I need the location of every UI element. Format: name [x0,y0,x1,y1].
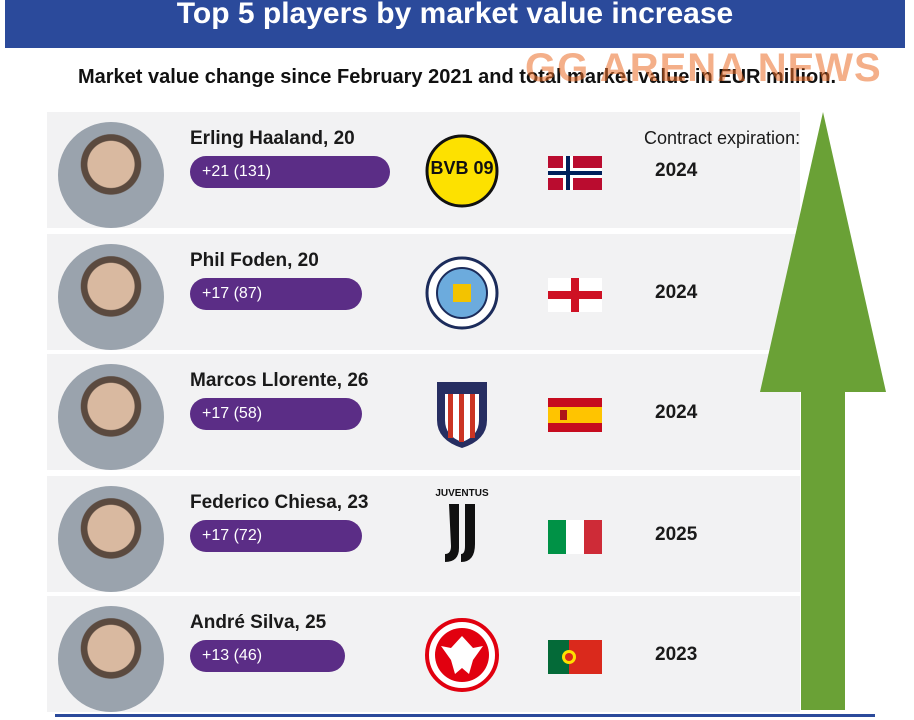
club-logo [425,618,499,692]
value-change: +21 (131) [190,156,390,188]
player-name: Federico Chiesa, 23 [190,492,369,513]
club-text: BVB 09 [430,158,493,178]
subtitle: Market value change since February 2021 … [77,66,837,88]
player-photo [58,606,164,712]
club-logo: BVB 09 [425,134,499,208]
player-card: Federico Chiesa, 23 +17 (72) JUVENTUS 2025 [47,476,800,592]
club-logo [425,376,499,450]
value-change: +17 (87) [190,278,362,310]
player-card: André Silva, 25 +13 (46) 2023 [47,596,800,712]
header: Top 5 players by market value increase [5,0,905,48]
club-logo [425,256,499,330]
title: Top 5 players by market value increase [176,0,734,30]
player-name: André Silva, 25 [190,612,327,633]
club-logo: JUVENTUS [425,488,499,572]
player-card: Phil Foden, 20 +17 (87) 2024 [47,234,800,350]
player-name: Erling Haaland, 20 [190,128,355,149]
contract-label: Contract expiration: [644,128,801,148]
player-card: Erling Haaland, 20 +21 (131) BVB 09 2024 [47,112,800,228]
value-change: +13 (46) [190,640,345,672]
player-photo [58,364,164,470]
contract-year: 2024 [655,402,698,423]
contract-year: 2024 [655,160,698,181]
value-change: +17 (58) [190,398,362,430]
contract-year: 2025 [655,524,698,545]
country-flag [548,278,602,312]
country-flag [548,398,602,432]
player-card: Marcos Llorente, 26 +17 (58) 2024 [47,354,800,470]
country-flag [548,156,602,190]
player-name: Phil Foden, 20 [190,250,319,271]
player-photo [58,122,164,228]
club-text: JUVENTUS [435,488,489,499]
country-flag [548,520,602,554]
divider [55,714,875,717]
player-name: Marcos Llorente, 26 [190,370,369,391]
country-flag [548,640,602,674]
contract-year: 2023 [655,644,698,665]
contract-year: 2024 [655,282,698,303]
up-arrow [760,112,886,710]
player-photo [58,486,164,592]
watermark: GG ARENA NEWS [525,46,882,90]
player-photo [58,244,164,350]
value-change: +17 (72) [190,520,362,552]
